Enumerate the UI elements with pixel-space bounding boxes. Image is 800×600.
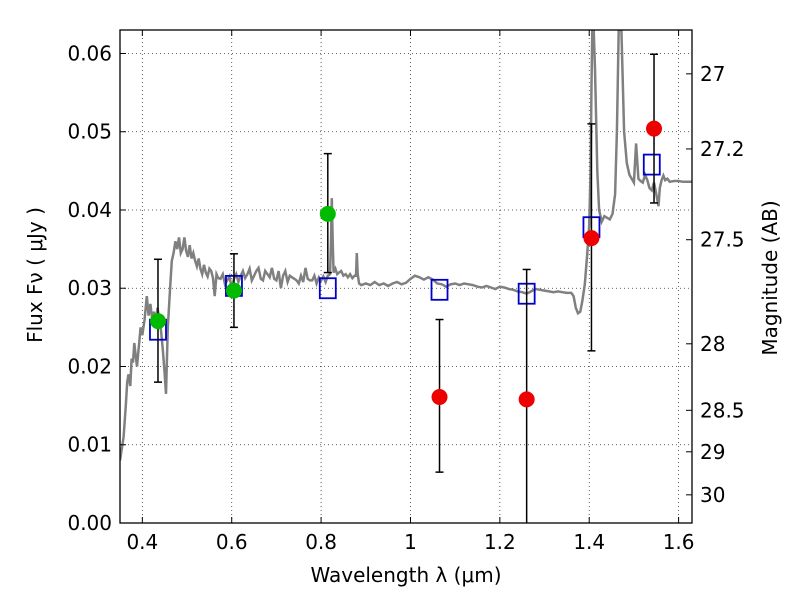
model-square-point bbox=[318, 277, 337, 300]
right-tick-label: 28.5 bbox=[700, 398, 745, 422]
y-axis-right-label: Magnitude (AB) bbox=[758, 200, 782, 355]
observed-point bbox=[646, 120, 663, 137]
tick-marks bbox=[120, 30, 692, 524]
right-tick-label: 28 bbox=[700, 332, 725, 356]
x-tick-label: 0.6 bbox=[216, 530, 248, 554]
observed-point bbox=[431, 389, 448, 406]
observed-point bbox=[518, 391, 535, 408]
y-tick-label: 0.04 bbox=[67, 198, 112, 222]
y-tick-label: 0.06 bbox=[67, 41, 112, 65]
y-tick-label: 0.03 bbox=[67, 276, 112, 300]
x-tick-label: 0.4 bbox=[126, 530, 158, 554]
y-tick-label: 0.00 bbox=[67, 511, 112, 535]
y-tick-label: 0.01 bbox=[67, 433, 112, 457]
right-tick-label: 27 bbox=[700, 62, 725, 86]
observed-point bbox=[225, 282, 242, 299]
right-tick-label: 27.2 bbox=[700, 137, 745, 161]
observed-point bbox=[583, 230, 600, 247]
observed-point bbox=[319, 205, 336, 222]
right-tick-label: 30 bbox=[700, 483, 725, 507]
model-square-point bbox=[430, 278, 449, 301]
y-tick-label: 0.02 bbox=[67, 354, 112, 378]
plot-frame bbox=[119, 29, 693, 524]
y-tick-label: 0.05 bbox=[67, 120, 112, 144]
y-axis-label: Flux Fν ( μJy ) bbox=[23, 207, 47, 343]
series-layer bbox=[120, 30, 692, 523]
x-axis-label: Wavelength λ (μm) bbox=[310, 563, 501, 587]
model-square-point bbox=[642, 153, 661, 176]
x-tick-label: 1 bbox=[404, 530, 417, 554]
grid bbox=[120, 30, 692, 524]
x-tick-label: 1.2 bbox=[484, 530, 516, 554]
observed-point bbox=[149, 313, 166, 330]
right-tick-label: 27.5 bbox=[700, 228, 745, 252]
x-tick-label: 0.8 bbox=[305, 530, 337, 554]
x-tick-label: 1.4 bbox=[573, 530, 605, 554]
x-tick-label: 1.6 bbox=[663, 530, 695, 554]
right-tick-label: 29 bbox=[700, 440, 725, 464]
spectrum-line bbox=[120, 30, 692, 461]
tick-labels: 0.4 0.6 0.8 1 1.2 1.4 1.6 0.00 0.01 0.02 0.03 0.04 0… bbox=[67, 41, 744, 554]
